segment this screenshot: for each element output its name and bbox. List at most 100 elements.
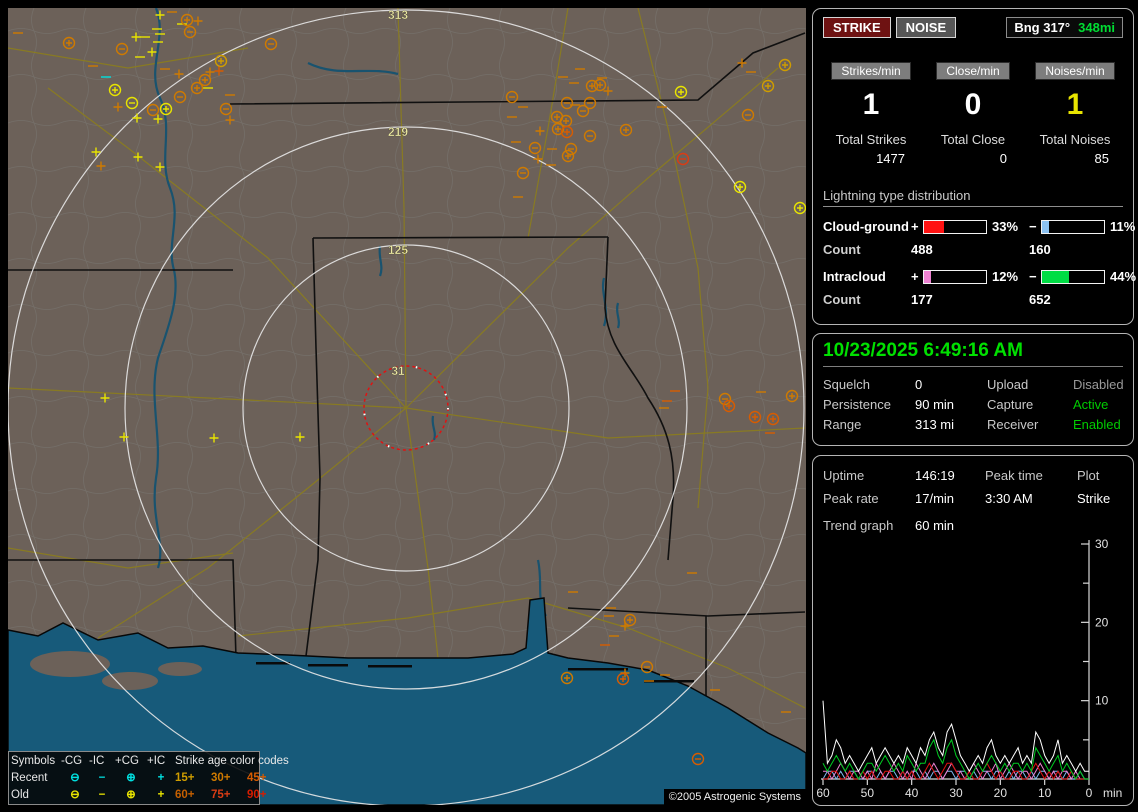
total-strikes-value: 1477: [876, 151, 905, 166]
svg-text:20: 20: [1095, 615, 1109, 629]
legend-ages-header: Strike age color codes: [175, 755, 289, 767]
total-strikes-label: Total Strikes: [835, 132, 907, 147]
state-borders: [8, 32, 806, 805]
minus-sign: −: [1029, 219, 1037, 234]
old-minus-icon: −: [98, 789, 106, 801]
svg-text:10: 10: [1038, 786, 1052, 800]
svg-text:0: 0: [1086, 786, 1093, 800]
peak-rate-label: Peak rate: [823, 491, 879, 506]
coast-islands: [30, 651, 694, 690]
upload-status: Disabled: [1073, 377, 1124, 392]
recent-circled-plus-icon: ⊕: [126, 772, 136, 784]
svg-text:30: 30: [949, 786, 963, 800]
intracloud-neg-count: 652: [1029, 292, 1051, 307]
strike-toggle-button[interactable]: STRIKE: [823, 17, 891, 38]
close-rate-value: 0: [964, 88, 982, 121]
recent-minus-icon: −: [98, 772, 106, 784]
intracloud-neg-bar: [1041, 269, 1105, 284]
cloud-ground-pos-pct: 33%: [992, 219, 1019, 234]
strikes-rate-value: 1: [862, 88, 880, 121]
squelch-value: 0: [915, 377, 923, 392]
svg-text:31: 31: [391, 364, 405, 378]
map-canvas: 313 219 125 31: [8, 8, 806, 805]
old-plus-icon: +: [157, 789, 165, 801]
svg-text:min: min: [1103, 786, 1122, 800]
trend-graph: 10 20 30 60 50 40 30 20 10 0 min: [816, 537, 1122, 800]
age-code-90: 90+: [247, 789, 267, 801]
legend-col-ncg: -CG: [61, 755, 83, 767]
legend-col-pic: +IC: [147, 755, 166, 767]
legend-col-nic: -IC: [89, 755, 105, 767]
bearing-readout: Bng 317° 348mi: [1006, 17, 1123, 38]
lightning-map[interactable]: 313 219 125 31 Symbols -CG -IC +CG +IC Stri…: [8, 8, 806, 805]
cloud-ground-pos-count: 488: [911, 242, 933, 257]
cloud-ground-count-label: Count: [823, 242, 861, 257]
peak-rate-value: 17/min: [915, 491, 955, 506]
total-noises-label: Total Noises: [1039, 132, 1111, 147]
datetime-display: 10/23/2025 6:49:16 AM: [823, 340, 1123, 367]
cloud-ground-neg-bar: [1041, 219, 1105, 234]
plus-sign: +: [911, 219, 919, 234]
svg-text:40: 40: [905, 786, 919, 800]
minus-sign: −: [1029, 269, 1037, 284]
recent-circled-minus-icon: ⊖: [70, 772, 80, 784]
status-panel: 10/23/2025 6:49:16 AM Squelch 0 Upload D…: [812, 333, 1134, 446]
range-rings: 313 219 125 31: [8, 8, 805, 805]
total-noises-value: 85: [1094, 151, 1109, 166]
capture-status: Active: [1073, 397, 1109, 412]
old-circled-minus-icon: ⊖: [70, 789, 80, 801]
svg-text:313: 313: [388, 8, 408, 22]
noises-per-min-chip[interactable]: Noises/min: [1035, 62, 1115, 80]
copyright-text: ©2005 Astrogenic Systems: [663, 789, 806, 805]
plus-sign: +: [911, 269, 919, 284]
legend-col-pcg: +CG: [115, 755, 139, 767]
old-circled-plus-icon: ⊕: [126, 789, 136, 801]
plot-value: Strike: [1077, 491, 1111, 506]
recent-plus-icon: +: [157, 772, 165, 784]
age-code-75: 75+: [211, 789, 231, 801]
range-label: Range: [823, 417, 862, 432]
stats-panel: STRIKE NOISE Bng 317° 348mi Strikes/min …: [812, 8, 1136, 325]
range-value: 313 mi: [915, 417, 955, 432]
capture-label: Capture: [987, 397, 1034, 412]
bearing-value: Bng 317°: [1014, 20, 1071, 35]
intracloud-neg-pct: 44%: [1110, 269, 1137, 284]
peak-time-value: 3:30 AM: [985, 491, 1033, 506]
uptime-value: 146:19: [915, 468, 955, 483]
svg-text:30: 30: [1095, 537, 1109, 551]
map-legend: Symbols -CG -IC +CG +IC Strike age color…: [8, 751, 289, 805]
cloud-ground-label: Cloud-ground: [823, 219, 909, 234]
strikes-per-min-chip[interactable]: Strikes/min: [831, 62, 911, 80]
age-code-15: 15+: [175, 772, 195, 784]
upload-label: Upload: [987, 377, 1029, 392]
legend-row-recent-label: Recent: [11, 772, 48, 784]
intracloud-pos-count: 177: [911, 292, 933, 307]
bearing-distance: 348mi: [1078, 20, 1115, 35]
cloud-ground-neg-count: 160: [1029, 242, 1051, 257]
svg-text:10: 10: [1095, 694, 1109, 708]
legend-row-old-label: Old: [11, 789, 29, 801]
receiver-label: Receiver: [987, 417, 1039, 432]
close-per-min-chip[interactable]: Close/min: [936, 62, 1010, 80]
persistence-label: Persistence: [823, 397, 891, 412]
strike-symbols: [13, 10, 806, 766]
plot-label: Plot: [1077, 468, 1100, 483]
svg-text:60: 60: [816, 786, 830, 800]
trend-graph-label: Trend graph: [823, 518, 894, 533]
age-code-45: 45+: [247, 772, 267, 784]
trend-graph-value: 60 min: [915, 518, 955, 533]
noise-toggle-button[interactable]: NOISE: [895, 17, 957, 38]
svg-text:50: 50: [861, 786, 875, 800]
age-code-30: 30+: [211, 772, 231, 784]
session-panel: Uptime 146:19 Peak time Plot Peak rate 1…: [812, 455, 1134, 806]
svg-text:125: 125: [388, 243, 408, 257]
cloud-ground-pos-bar: [923, 219, 987, 234]
svg-text:219: 219: [388, 125, 408, 139]
cloud-ground-neg-pct: 11%: [1110, 219, 1136, 234]
squelch-label: Squelch: [823, 377, 870, 392]
legend-symbols-header: Symbols: [11, 755, 56, 767]
intracloud-pos-bar: [923, 269, 987, 284]
receiver-status: Enabled: [1073, 417, 1121, 432]
peak-time-label: Peak time: [985, 468, 1043, 483]
